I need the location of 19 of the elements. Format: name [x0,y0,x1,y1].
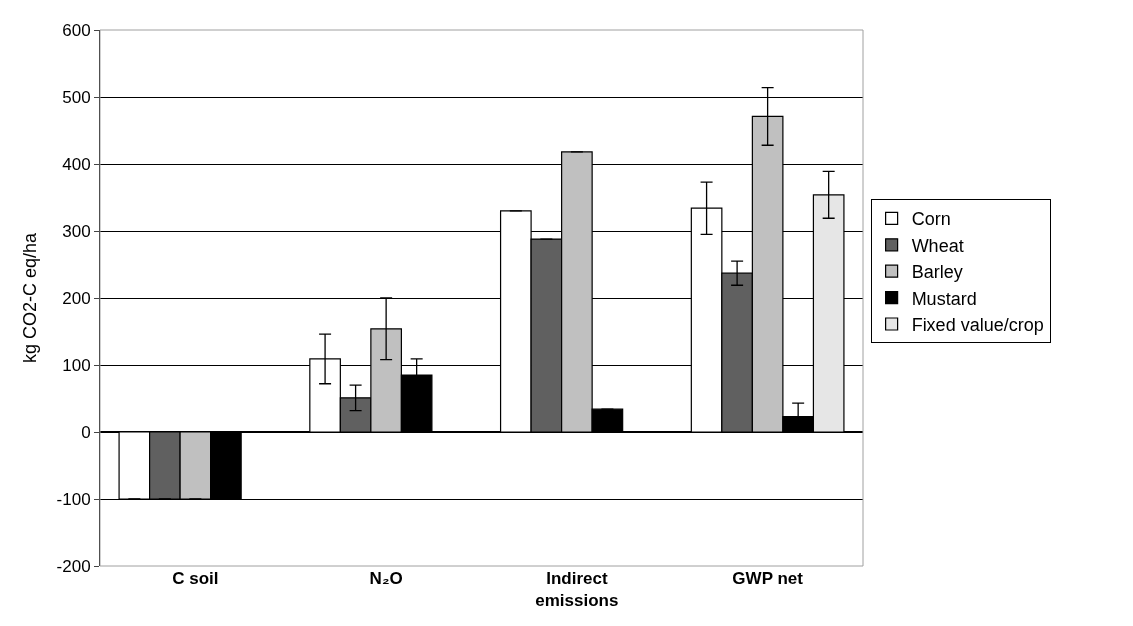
y-tick-label: 600 [62,20,91,40]
y-axis-title: kg CO2-C eq/ha [19,231,40,364]
x-tick-label: GWP net [732,569,804,588]
y-tick-label: 100 [62,355,91,375]
y-tick-label: -100 [56,489,91,509]
legend-label: Barley [911,262,963,283]
x-tick-label: C soil [172,569,219,588]
x-tick-label: Indirect emissions [535,569,619,611]
y-tick-label: 400 [62,154,91,174]
y-tick-label: 0 [81,422,91,442]
y-tick-label: -200 [56,556,91,576]
legend-label: Fixed value/crop [911,315,1044,336]
y-tick-label: 300 [62,221,91,241]
legend-label: Wheat [911,235,964,256]
y-tick-label: 500 [62,87,91,107]
x-tick-label: N₂O [369,569,403,588]
legend-label: Mustard [911,288,977,309]
y-tick-label: 200 [62,288,91,308]
legend-label: Corn [911,209,951,230]
